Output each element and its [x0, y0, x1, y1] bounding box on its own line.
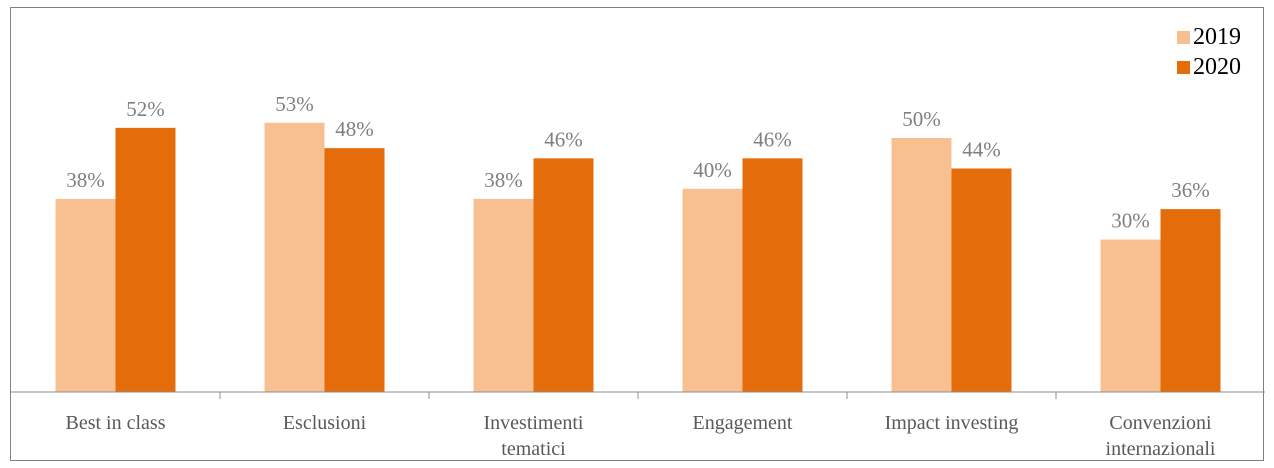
- bar-chart: 38% 52% 53% 48% 38% 46% 40% 46% 50% 44% 30% 36% Bes…: [11, 24, 1265, 460]
- bar-2019-4: [891, 138, 952, 392]
- bar-2019-3: [682, 188, 743, 392]
- value-label-2019-4: 50%: [902, 107, 941, 131]
- legend-label-2019: 2019: [1193, 24, 1241, 50]
- legend-swatch-2019: [1177, 31, 1190, 44]
- value-labels-group: 38% 52% 53% 48% 38% 46% 40% 46% 50% 44% 30% 36%: [66, 92, 1210, 233]
- value-label-2020-4: 44%: [962, 137, 1001, 161]
- value-label-2020-5: 36%: [1171, 178, 1210, 202]
- value-label-2020-1: 48%: [335, 117, 374, 141]
- value-label-2019-2: 38%: [484, 168, 523, 192]
- bar-2020-2: [533, 158, 594, 392]
- bar-2019-0: [55, 198, 116, 392]
- value-label-2019-3: 40%: [693, 158, 732, 182]
- bar-2019-2: [473, 198, 534, 392]
- legend-label-2020: 2020: [1193, 54, 1241, 80]
- value-label-2020-2: 46%: [544, 127, 583, 151]
- bars-group: [55, 122, 1221, 392]
- legend-swatch-2020: [1177, 61, 1190, 74]
- value-label-2020-3: 46%: [753, 127, 792, 151]
- category-label-1: Esclusioni: [283, 412, 367, 434]
- bar-2020-0: [115, 127, 176, 392]
- value-label-2019-5: 30%: [1111, 209, 1150, 233]
- bar-2019-5: [1100, 239, 1161, 392]
- bar-2020-1: [324, 148, 385, 392]
- bar-2020-5: [1160, 209, 1221, 392]
- bar-2019-1: [264, 122, 325, 392]
- value-label-2019-0: 38%: [66, 168, 105, 192]
- category-labels-group: Best in class Esclusioni Investimenti temat…: [66, 412, 1216, 460]
- value-label-2020-0: 52%: [126, 97, 165, 121]
- category-label-5: Convenzioni internazionali: [1106, 412, 1216, 460]
- category-label-4: Impact investing: [885, 412, 1019, 434]
- value-label-2019-1: 53%: [275, 92, 314, 116]
- legend: 2019 2020: [1177, 24, 1241, 80]
- bar-2020-4: [951, 168, 1012, 392]
- category-label-0: Best in class: [66, 412, 166, 434]
- x-axis: [11, 391, 1265, 399]
- bar-2020-3: [742, 158, 803, 392]
- category-label-3: Engagement: [693, 412, 793, 434]
- chart-container: 38% 52% 53% 48% 38% 46% 40% 46% 50% 44% 30% 36% Bes…: [10, 7, 1265, 461]
- category-label-2: Investimenti tematici: [484, 412, 584, 460]
